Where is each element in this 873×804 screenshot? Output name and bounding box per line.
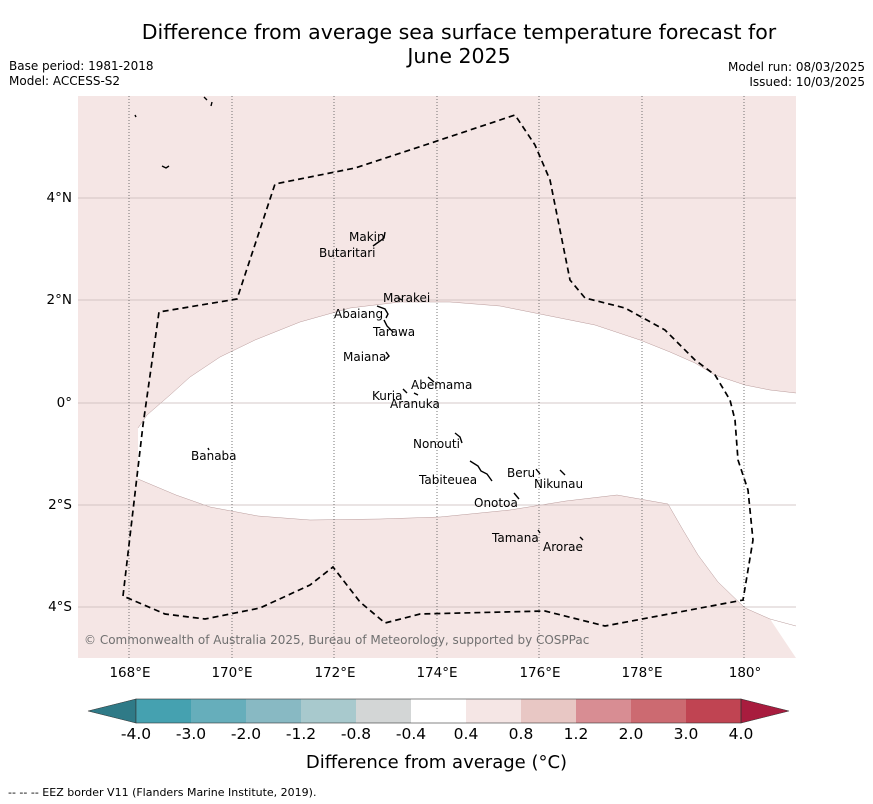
island-shape-tabiteuea bbox=[469, 460, 493, 482]
colorbar-bin-3 bbox=[301, 699, 356, 723]
label-butaritari: Butaritari bbox=[319, 246, 376, 260]
label-beru: Beru bbox=[507, 466, 535, 480]
cbar-tick-2: -2.0 bbox=[230, 725, 262, 743]
cbar-tick-1: -3.0 bbox=[175, 725, 207, 743]
label-nonouti: Nonouti bbox=[413, 437, 460, 451]
title-line-1: Difference from average sea surface temp… bbox=[141, 20, 777, 44]
island-shape-abemama bbox=[427, 376, 435, 383]
colorbar-bin-5 bbox=[411, 699, 466, 723]
island-shape-beru bbox=[535, 468, 566, 476]
lon-label-170e: 170°E bbox=[211, 665, 253, 681]
cbar-tick-6: 0.4 bbox=[453, 725, 479, 743]
colorbar-bin-7 bbox=[521, 699, 576, 723]
island-shape-butaritari bbox=[372, 231, 386, 247]
issued-date: Issued: 10/03/2025 bbox=[749, 75, 865, 89]
island-shape-abaiang bbox=[376, 305, 389, 319]
colorbar-bin-10 bbox=[686, 699, 741, 723]
island-shape-marakei bbox=[397, 297, 403, 301]
colorbar-bin-9 bbox=[631, 699, 686, 723]
lon-label-178e: 178°E bbox=[621, 665, 663, 681]
colorbar-outline bbox=[135, 698, 742, 724]
island-shape-nw3 bbox=[161, 165, 170, 169]
colorbar-bin-4 bbox=[356, 699, 411, 723]
neutral-anomaly-area bbox=[138, 302, 796, 658]
longitude-gridlines bbox=[128, 96, 745, 658]
island-shape-nonouti bbox=[454, 432, 463, 444]
label-tamana: Tamana bbox=[491, 531, 539, 545]
cbar-tick-8: 1.2 bbox=[563, 725, 589, 743]
island-shape-maiana bbox=[385, 351, 390, 360]
lat-label-2n: 2°N bbox=[46, 292, 72, 308]
colorbar bbox=[87, 698, 790, 724]
label-abemama: Abemama bbox=[411, 378, 472, 392]
lower-contour bbox=[137, 478, 797, 627]
cbar-tick-0: -4.0 bbox=[120, 725, 152, 743]
upper-contour bbox=[137, 301, 797, 429]
colorbar-bin-0 bbox=[136, 699, 191, 723]
eez-border bbox=[122, 113, 754, 627]
lat-label-0: 0° bbox=[56, 395, 72, 411]
chart-title: Difference from average sea surface temp… bbox=[0, 20, 873, 68]
label-marakei: Marakei bbox=[383, 291, 430, 305]
lon-label-176e: 176°E bbox=[519, 665, 561, 681]
label-tabiteuea: Tabiteuea bbox=[418, 473, 477, 487]
lat-label-4s: 4°S bbox=[48, 599, 72, 615]
cbar-tick-7: 0.8 bbox=[508, 725, 534, 743]
island-shape-arorae bbox=[579, 536, 584, 541]
label-aranuka: Aranuka bbox=[390, 397, 440, 411]
label-nikunau: Nikunau bbox=[534, 477, 583, 491]
label-makin: Makin bbox=[349, 230, 385, 244]
colorbar-extend-high bbox=[740, 698, 790, 724]
meta-left: Base period: 1981-2018 Model: ACCESS-S2 bbox=[9, 59, 154, 89]
cbar-tick-11: 4.0 bbox=[728, 725, 754, 743]
label-abaiang: Abaiang bbox=[334, 307, 383, 321]
model-run: Model run: 08/03/2025 bbox=[727, 60, 865, 74]
lat-label-4n: 4°N bbox=[46, 190, 72, 206]
colorbar-extend-low bbox=[87, 698, 137, 724]
cbar-tick-3: -1.2 bbox=[285, 725, 317, 743]
label-banaba: Banaba bbox=[191, 449, 237, 463]
colorbar-bin-6 bbox=[466, 699, 521, 723]
colorbar-bin-8 bbox=[576, 699, 631, 723]
island-shape-kuria bbox=[402, 388, 419, 396]
island-shape-nw2 bbox=[203, 96, 213, 107]
islands bbox=[134, 96, 584, 541]
lon-label-180: 180° bbox=[728, 665, 762, 681]
label-onotoa: Onotoa bbox=[474, 496, 518, 510]
island-shape-nw1 bbox=[134, 114, 137, 118]
map: Makin Butaritari Marakei Abaiang Tarawa … bbox=[78, 96, 797, 658]
island-shape-onotoa bbox=[513, 492, 520, 500]
cbar-tick-10: 3.0 bbox=[673, 725, 699, 743]
island-shape-banaba bbox=[207, 447, 210, 451]
cbar-tick-9: 2.0 bbox=[618, 725, 644, 743]
base-period: Base period: 1981-2018 bbox=[9, 59, 154, 73]
cbar-tick-5: -0.4 bbox=[395, 725, 427, 743]
lon-label-172e: 172°E bbox=[314, 665, 356, 681]
model-name: Model: ACCESS-S2 bbox=[9, 74, 121, 88]
lon-label-174e: 174°E bbox=[416, 665, 458, 681]
island-shape-tamana bbox=[537, 529, 541, 534]
label-maiana: Maiana bbox=[343, 350, 386, 364]
colorbar-label: Difference from average (°C) bbox=[305, 752, 568, 773]
meta-right: Model run: 08/03/2025 Issued: 10/03/2025 bbox=[728, 60, 865, 90]
copyright-notice: © Commonwealth of Australia 2025, Bureau… bbox=[84, 633, 590, 647]
label-tarawa: Tarawa bbox=[372, 325, 415, 339]
lat-label-2s: 2°S bbox=[48, 497, 72, 513]
island-shape-tarawa bbox=[383, 319, 394, 333]
title-line-2: June 2025 bbox=[407, 44, 511, 68]
lon-label-168e: 168°E bbox=[109, 665, 151, 681]
label-kuria: Kuria bbox=[372, 389, 403, 403]
eez-legend-footer: -- -- -- EEZ border V11 (Flanders Marine… bbox=[8, 786, 317, 799]
label-arorae: Arorae bbox=[543, 540, 583, 554]
cbar-tick-4: -0.8 bbox=[340, 725, 372, 743]
colorbar-bin-2 bbox=[246, 699, 301, 723]
colorbar-bin-1 bbox=[191, 699, 246, 723]
